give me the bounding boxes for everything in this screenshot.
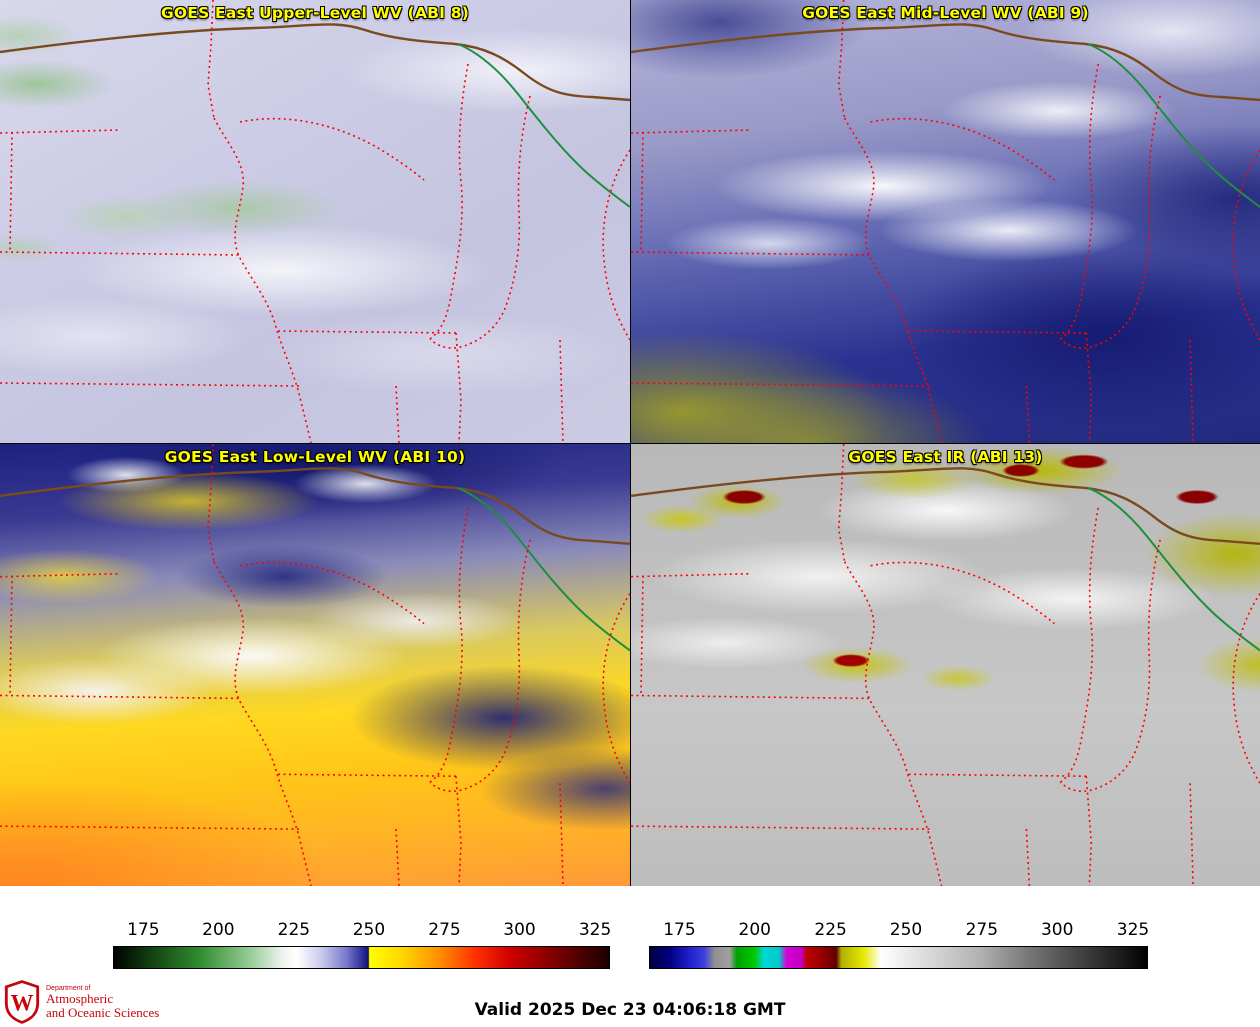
panel-grid: GOES East Upper-Level WV (ABI 8) GOES Ea… — [0, 0, 1260, 886]
colorbar-tick: 250 — [352, 920, 386, 940]
panel-title-abi10: GOES East Low-Level WV (ABI 10) — [164, 448, 466, 466]
colorbar-tick: 300 — [503, 920, 536, 940]
colorbar-tick: 275 — [965, 920, 999, 940]
panel-title-abi9: GOES East Mid-Level WV (ABI 9) — [802, 4, 1089, 22]
colorbar-tick: 175 — [127, 920, 160, 940]
colorbar-tick: 300 — [1040, 920, 1074, 940]
map-boundaries-overlay — [0, 0, 630, 443]
panel-title-abi13: GOES East IR (ABI 13) — [848, 448, 1043, 466]
colorbar-tick: 200 — [738, 920, 772, 940]
uw-crest-icon: W — [4, 980, 40, 1024]
colorbar-tick: 200 — [202, 920, 235, 940]
panel-upper-level-wv: GOES East Upper-Level WV (ABI 8) — [0, 0, 630, 443]
map-boundaries-overlay — [631, 0, 1260, 443]
footer: 175 200 225 250 275 300 325 175 200 225 … — [0, 886, 1260, 1027]
colorbar-tick: 225 — [277, 920, 311, 940]
aos-logo: W Department of Atmospheric and Oceanic … — [3, 979, 159, 1025]
wv-colorbar-ticks: 175 200 225 250 275 300 325 — [113, 918, 612, 946]
panel-low-level-wv: GOES East Low-Level WV (ABI 10) — [0, 443, 630, 886]
panel-title-abi8: GOES East Upper-Level WV (ABI 8) — [160, 4, 470, 22]
ir-colorbar-ticks: 175 200 225 250 275 300 325 — [649, 918, 1150, 946]
ir-colorbar: 175 200 225 250 275 300 325 — [649, 918, 1150, 969]
ir-colorbar-gradient — [649, 946, 1148, 969]
colorbar-tick: 325 — [578, 920, 612, 940]
colorbar-tick: 175 — [663, 920, 696, 940]
logo-line1: Atmospheric — [46, 991, 114, 1007]
colorbar-tick: 325 — [1116, 920, 1150, 940]
map-boundaries-overlay — [631, 444, 1260, 886]
wv-colorbar: 175 200 225 250 275 300 325 — [113, 918, 612, 969]
crest-letter: W — [11, 991, 34, 1016]
colorbar-tick: 225 — [814, 920, 847, 940]
valid-time: Valid 2025 Dec 23 04:06:18 GMT — [474, 1000, 786, 1020]
wv-colorbar-gradient — [113, 946, 610, 969]
logo-dept-line: Department of — [46, 984, 91, 992]
panel-mid-level-wv: GOES East Mid-Level WV (ABI 9) — [630, 0, 1260, 443]
colorbar-tick: 275 — [428, 920, 461, 940]
colorbar-tick: 250 — [889, 920, 923, 940]
aos-logo-text: Department of Atmospheric and Oceanic Sc… — [46, 985, 159, 1020]
panel-ir: GOES East IR (ABI 13) — [630, 443, 1260, 886]
logo-line2: and Oceanic Sciences — [46, 1004, 160, 1020]
map-boundaries-overlay — [0, 444, 630, 886]
